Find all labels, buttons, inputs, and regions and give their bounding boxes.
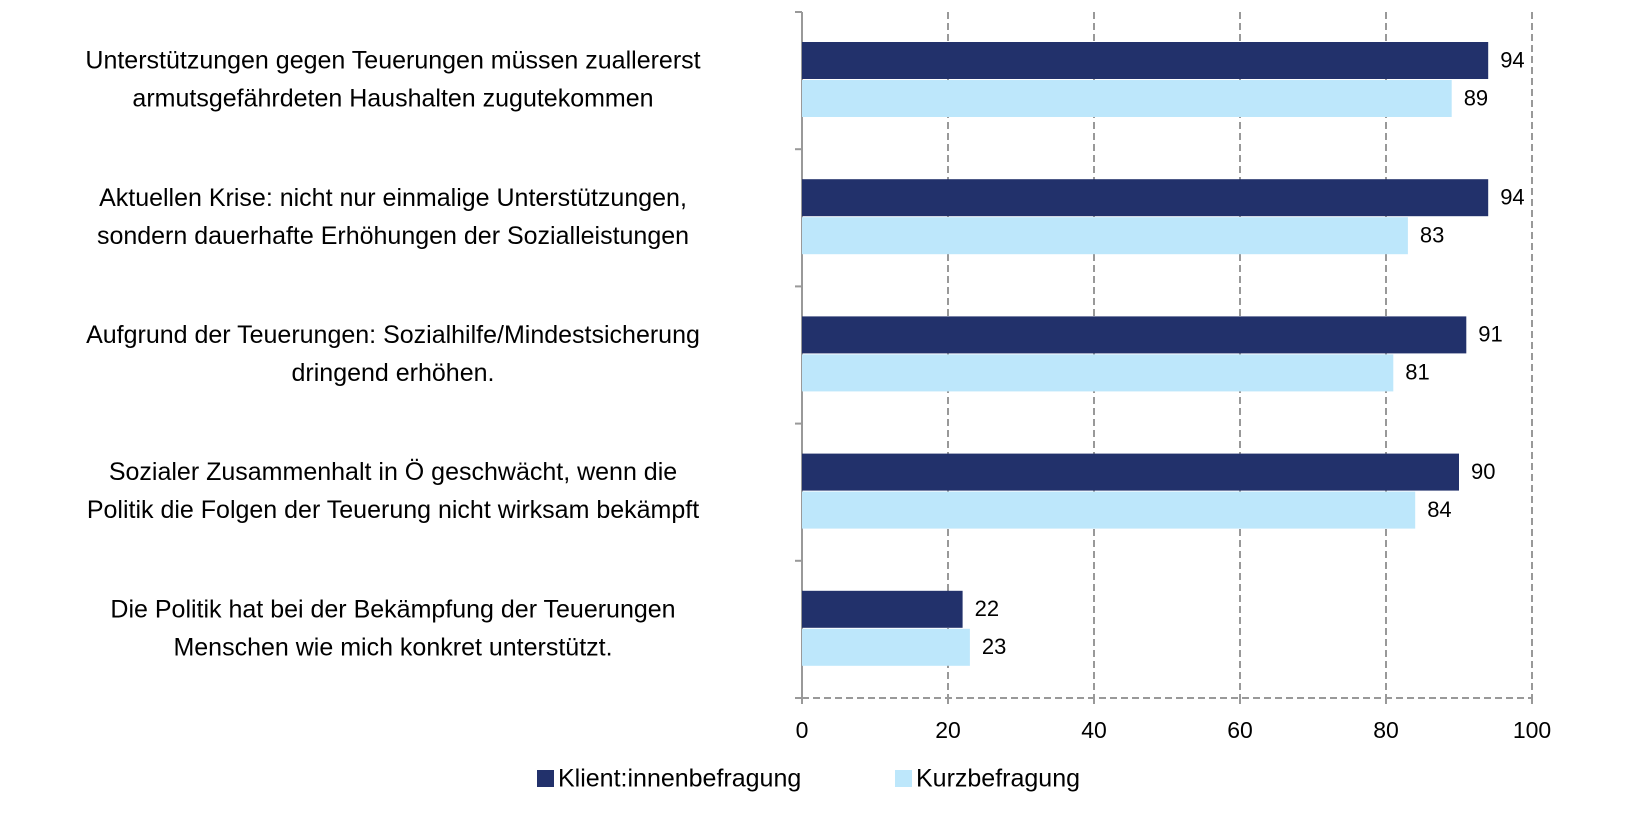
- category-label: Politik die Folgen der Teuerung nicht wi…: [87, 496, 699, 524]
- category-label: Menschen wie mich konkret unterstützt.: [173, 633, 612, 661]
- category-label: armutsgefährdeten Haushalten zugutekomme…: [132, 85, 653, 113]
- x-tick-label: 60: [1227, 717, 1253, 743]
- x-tick-label: 40: [1081, 717, 1107, 743]
- legend-swatch: [895, 770, 912, 787]
- legend-label: Kurzbefragung: [916, 765, 1080, 793]
- value-label: 22: [975, 596, 999, 621]
- bar: [802, 217, 1408, 255]
- value-label: 81: [1405, 360, 1429, 385]
- category-label: Sozialer Zusammenhalt in Ö geschwächt, w…: [109, 458, 677, 486]
- bar: [802, 590, 963, 628]
- value-label: 91: [1478, 322, 1502, 347]
- bar: [802, 628, 970, 666]
- value-label: 94: [1500, 185, 1524, 210]
- x-tick-label: 20: [935, 717, 961, 743]
- category-label: Die Politik hat bei der Bekämpfung der T…: [110, 595, 675, 623]
- category-label: Aufgrund der Teuerungen: Sozialhilfe/Min…: [86, 321, 700, 349]
- bar: [802, 80, 1452, 117]
- legend-swatch: [537, 770, 554, 787]
- x-tick-label: 0: [796, 717, 809, 743]
- bar: [802, 316, 1467, 354]
- bar: [802, 491, 1416, 529]
- category-label: dringend erhöhen.: [292, 359, 495, 387]
- category-label: sondern dauerhafte Erhöhungen der Sozial…: [97, 222, 689, 250]
- value-label: 94: [1500, 47, 1524, 72]
- value-label: 90: [1471, 459, 1495, 484]
- category-label: Unterstützungen gegen Teuerungen müssen …: [85, 47, 700, 75]
- x-tick-label: 80: [1373, 717, 1399, 743]
- value-label: 89: [1464, 85, 1488, 110]
- bar: [802, 354, 1394, 392]
- bar: [802, 453, 1459, 491]
- value-label: 23: [982, 634, 1006, 659]
- value-label: 84: [1427, 497, 1451, 522]
- value-label: 83: [1420, 223, 1444, 248]
- category-label: Aktuellen Krise: nicht nur einmalige Unt…: [99, 184, 687, 212]
- bar: [802, 179, 1489, 217]
- bar: [802, 42, 1489, 79]
- x-tick-label: 100: [1513, 717, 1551, 743]
- legend-label: Klient:innenbefragung: [558, 765, 801, 793]
